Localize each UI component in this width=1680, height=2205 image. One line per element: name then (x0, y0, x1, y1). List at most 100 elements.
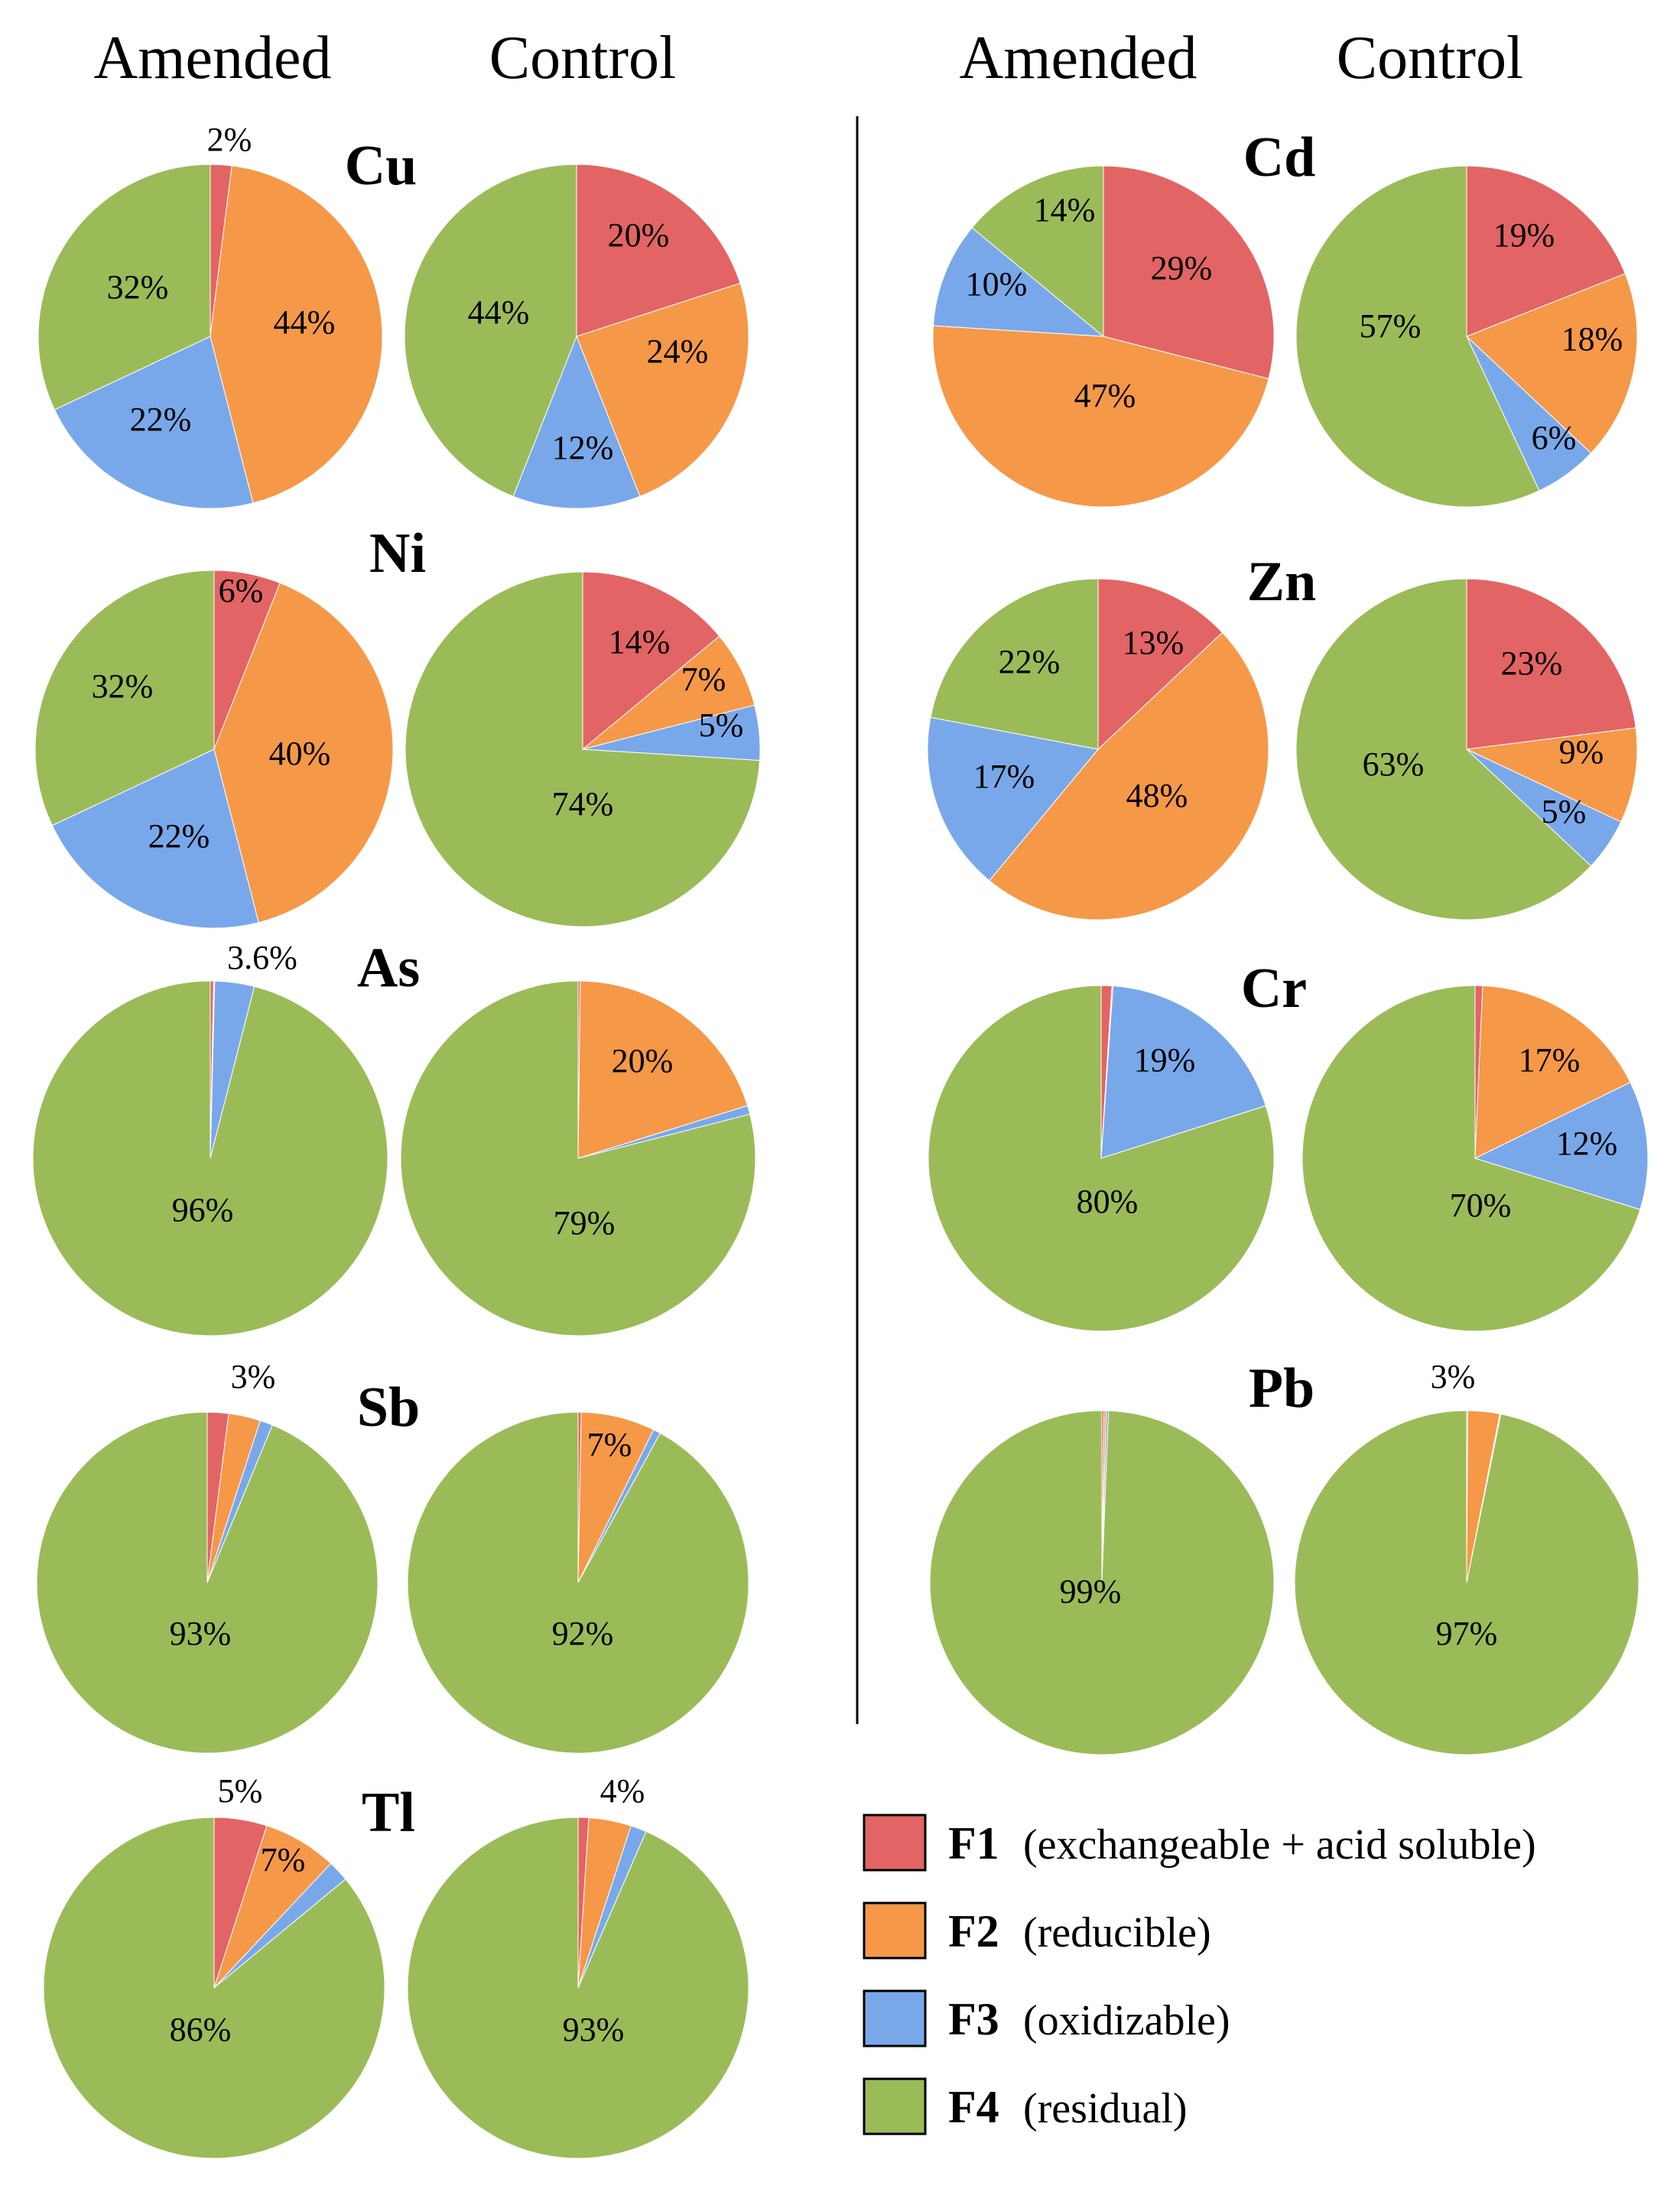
slice-label-cd-amended-f4: 14% (1034, 191, 1096, 229)
pie-ni-control: 14% 7% 5% 74% (405, 571, 761, 927)
slice-ni-amended-f2 (213, 582, 394, 924)
slice-label-ni-amended-f1: 6% (219, 572, 264, 609)
legend-swatch-f4 (863, 2077, 927, 2135)
slice-cr-control-f3 (1474, 1081, 1649, 1210)
element-label-as: As (357, 937, 420, 999)
slice-label-ni-control-f1: 14% (609, 623, 671, 661)
legend-code-f4: F4 (948, 2082, 999, 2132)
slice-cd-control-f4 (1295, 165, 1540, 508)
element-label-tl: Tl (362, 1781, 415, 1844)
slice-label-tl-amended-f4: 86% (170, 2011, 232, 2048)
slice-label-cr-control-f2: 17% (1519, 1041, 1581, 1079)
slice-label-cr-amended-f3: 19% (1134, 1041, 1196, 1079)
header-right-amended: Amended (959, 24, 1197, 92)
slice-label-tl-amended-f2: 7% (261, 1841, 306, 1879)
pie-sb-control: 7% 92% (407, 1411, 749, 1754)
slice-cr-control-f4 (1301, 985, 1641, 1332)
slice-pb-control-f4 (1294, 1410, 1639, 1755)
slice-label-zn-control-f3: 5% (1542, 793, 1587, 830)
slice-cu-amended-f4 (37, 164, 211, 411)
element-label-pb: Pb (1249, 1357, 1314, 1420)
legend-desc-f3: (oxidizable) (1023, 1997, 1230, 2044)
slice-label-as-amended-f4: 96% (172, 1191, 234, 1229)
slice-label-ni-control-f2: 7% (681, 661, 726, 698)
slice-label-ni-amended-f4: 32% (92, 667, 154, 705)
pie-pb-control: 3% 97% (1294, 1358, 1639, 1755)
slice-label-tl-control-f2: 4% (600, 1772, 645, 1810)
slice-cr-control-f2 (1474, 985, 1631, 1159)
header-left-amended: Amended (93, 24, 331, 92)
pie-zn-amended: 13% 48% 17% 22% (927, 578, 1269, 921)
slice-label-cd-control-f4: 57% (1360, 307, 1422, 345)
slice-label-tl-amended-f1: 5% (218, 1772, 263, 1810)
slice-label-zn-amended-f3: 17% (973, 758, 1035, 795)
slice-ni-control-f4 (405, 571, 761, 927)
element-label-cr: Cr (1241, 957, 1307, 1020)
slice-as-amended-f4 (32, 980, 388, 1336)
element-label-ni: Ni (369, 522, 426, 585)
slice-cu-amended-f3 (54, 336, 254, 509)
slice-cd-amended-f4 (971, 165, 1104, 338)
slice-ni-amended-f3 (51, 749, 259, 929)
slice-label-ni-amended-f3: 22% (148, 817, 210, 855)
slice-cd-amended-f2 (932, 325, 1269, 508)
legend-desc-f1: (exchangeable + acid soluble) (1023, 1821, 1536, 1869)
slice-label-sb-control-f4: 92% (552, 1615, 614, 1652)
slice-label-sb-amended-f2: 3% (231, 1358, 276, 1395)
pie-cu-control: 20% 24% 12% 44% (404, 164, 749, 509)
slice-label-ni-amended-f2: 40% (269, 735, 331, 772)
pie-charts: 2%44%22%32% 20% 24% 12% 44% 6% 40% 22% 32% 14% 7% 5… (32, 121, 1649, 2159)
slice-tl-amended-f4 (43, 1817, 385, 2159)
pie-cu-amended: 2% 44% 22% 32% (37, 121, 383, 509)
slice-as-control-f4 (400, 980, 756, 1336)
element-label-zn: Zn (1247, 550, 1317, 613)
legend-swatch-f2 (863, 1901, 927, 1960)
legend-code-f2: F2 (948, 1906, 999, 1957)
slice-label-as-control-f2: 20% (612, 1042, 674, 1080)
slice-label-cr-amended-f4: 80% (1077, 1183, 1139, 1220)
slice-label-cu-control-f3: 12% (552, 429, 614, 466)
legend-desc-f4: (residual) (1023, 2085, 1188, 2132)
slice-label-cd-control-f3: 6% (1532, 419, 1577, 456)
slice-zn-control-f2 (1465, 727, 1638, 823)
slice-as-control-f2 (577, 980, 749, 1159)
slice-cr-amended-f3 (1100, 986, 1266, 1159)
element-labels: Cu Ni As Sb Tl Cd Zn Cr Pb (345, 126, 1317, 1844)
pie-cr-amended: 19% 80% (928, 985, 1275, 1332)
slice-zn-amended-f4 (930, 578, 1099, 750)
slice-cu-control-f1 (576, 164, 741, 337)
slice-zn-control-f1 (1466, 578, 1636, 750)
slice-zn-amended-f1 (1097, 578, 1223, 751)
slice-cu-amended-f2 (210, 165, 383, 504)
slice-sb-amended-f4 (36, 1411, 379, 1754)
slice-label-cd-control-f2: 18% (1561, 320, 1623, 358)
slice-tl-control-f4 (407, 1817, 749, 2159)
header-right-control: Control (1337, 24, 1523, 92)
slice-zn-amended-f3 (927, 716, 1099, 882)
slice-label-cd-control-f1: 19% (1493, 216, 1555, 254)
element-label-cu: Cu (345, 135, 418, 197)
slice-label-zn-amended-f2: 48% (1126, 777, 1188, 814)
slice-label-pb-amended-f4: 99% (1060, 1573, 1122, 1610)
slice-label-cu-control-f4: 44% (468, 294, 530, 331)
legend-desc-f2: (reducible) (1023, 1909, 1211, 1957)
slice-label-cr-control-f3: 12% (1556, 1125, 1618, 1162)
slice-label-zn-control-f2: 9% (1559, 733, 1604, 771)
slice-cr-amended-f4 (928, 985, 1275, 1332)
slice-label-cd-amended-f2: 47% (1074, 377, 1136, 414)
slice-label-cu-control-f1: 20% (608, 216, 670, 254)
legend-code-f3: F3 (948, 1994, 999, 2044)
slice-label-cu-amended-f1: 2% (207, 121, 252, 158)
slice-label-zn-control-f4: 63% (1363, 745, 1425, 783)
slice-label-sb-control-f2: 7% (587, 1426, 632, 1463)
pie-sb-amended: 3% 93% (36, 1358, 379, 1754)
element-label-cd: Cd (1243, 126, 1316, 189)
slice-label-cu-control-f2: 24% (647, 333, 709, 370)
slice-cu-control-f4 (404, 164, 577, 497)
slice-label-zn-amended-f1: 13% (1123, 624, 1184, 661)
legend: F1 (exchangeable + acid soluble) F2 (reduci… (863, 1814, 1536, 2135)
pie-zn-control: 23% 9% 5% 63% (1295, 578, 1638, 921)
pie-ni-amended: 6% 40% 22% 32% (34, 570, 394, 929)
slice-label-as-control-f4: 79% (554, 1204, 616, 1242)
